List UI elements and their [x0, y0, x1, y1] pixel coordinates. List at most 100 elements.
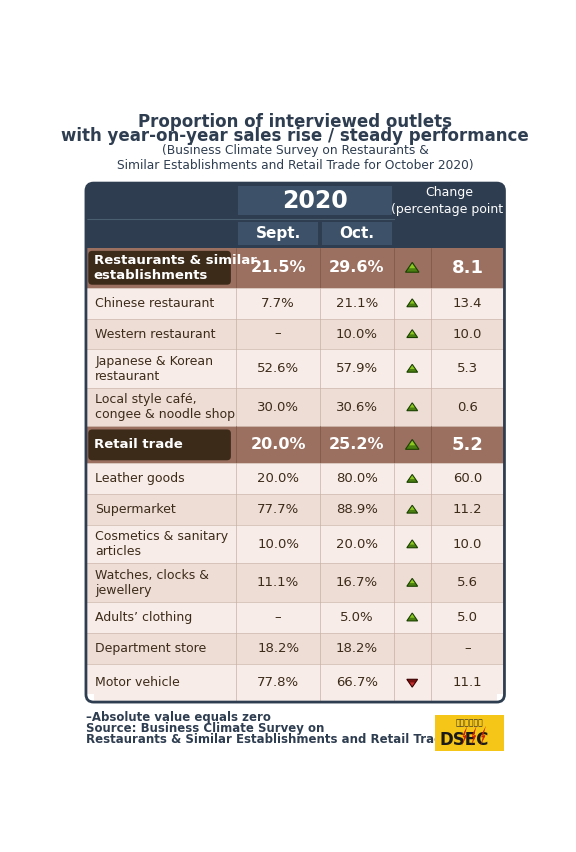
Polygon shape — [407, 365, 418, 372]
Bar — [86, 463, 505, 494]
Text: Leather goods: Leather goods — [95, 472, 185, 486]
Text: Adults’ clothing: Adults’ clothing — [95, 611, 192, 624]
Polygon shape — [410, 331, 415, 334]
Bar — [86, 388, 505, 426]
Polygon shape — [407, 403, 418, 411]
Text: 5.0: 5.0 — [457, 611, 478, 624]
Text: –Absolute value equals zero: –Absolute value equals zero — [86, 711, 271, 724]
Polygon shape — [407, 330, 418, 337]
Text: Source: Business Climate Survey on: Source: Business Climate Survey on — [86, 722, 324, 735]
Polygon shape — [410, 404, 415, 407]
Text: 10.0: 10.0 — [453, 538, 482, 550]
Text: –: – — [275, 327, 282, 341]
Text: 52.6%: 52.6% — [257, 362, 299, 375]
Polygon shape — [481, 729, 486, 745]
Polygon shape — [409, 264, 415, 268]
Text: Restaurants & Similar Establishments and Retail Trade: Restaurants & Similar Establishments and… — [86, 733, 450, 746]
Polygon shape — [410, 300, 415, 303]
Text: Watches, clocks &
jewellery: Watches, clocks & jewellery — [95, 569, 209, 596]
Text: Motor vehicle: Motor vehicle — [95, 676, 180, 689]
Bar — [86, 426, 505, 463]
Text: 30.0%: 30.0% — [257, 400, 299, 414]
Polygon shape — [463, 729, 467, 745]
Text: 10.0%: 10.0% — [336, 327, 378, 341]
Text: 18.2%: 18.2% — [257, 642, 299, 654]
Text: 5.6: 5.6 — [457, 576, 478, 590]
Text: 20.0%: 20.0% — [257, 472, 299, 486]
Polygon shape — [471, 726, 476, 746]
Text: 5.2: 5.2 — [452, 436, 484, 454]
Bar — [86, 494, 505, 525]
Bar — [238, 222, 319, 245]
Text: Retail trade: Retail trade — [94, 439, 183, 452]
Bar — [86, 288, 505, 319]
Text: 60.0: 60.0 — [453, 472, 482, 486]
Bar — [86, 664, 505, 702]
Bar — [86, 319, 505, 349]
Text: 20.0%: 20.0% — [336, 538, 378, 550]
Polygon shape — [410, 541, 415, 544]
Bar — [86, 525, 505, 563]
Text: Oct.: Oct. — [339, 226, 374, 240]
Text: 7.7%: 7.7% — [262, 296, 295, 310]
Text: 29.6%: 29.6% — [329, 261, 385, 275]
Text: with year-on-year sales rise / steady performance: with year-on-year sales rise / steady pe… — [61, 127, 529, 145]
Bar — [86, 349, 505, 388]
Bar — [86, 248, 505, 288]
Text: (Business Climate Survey on Restaurants &
Similar Establishments and Retail Trad: (Business Climate Survey on Restaurants … — [117, 144, 473, 172]
Polygon shape — [410, 506, 415, 510]
FancyBboxPatch shape — [88, 429, 231, 460]
Text: Japanese & Korean
restaurant: Japanese & Korean restaurant — [95, 354, 213, 383]
Bar — [86, 218, 505, 248]
Polygon shape — [407, 475, 418, 482]
Text: Chinese restaurant: Chinese restaurant — [95, 296, 214, 310]
Text: 18.2%: 18.2% — [336, 642, 378, 654]
Text: 21.1%: 21.1% — [336, 296, 378, 310]
Polygon shape — [407, 505, 418, 513]
Text: Cosmetics & sanitary
articles: Cosmetics & sanitary articles — [95, 530, 228, 558]
Text: 統計暨普查局: 統計暨普查局 — [456, 718, 483, 728]
Text: 25.2%: 25.2% — [329, 437, 385, 452]
Polygon shape — [407, 679, 418, 688]
Text: 77.8%: 77.8% — [257, 676, 299, 689]
Text: 5.0%: 5.0% — [340, 611, 374, 624]
Polygon shape — [409, 440, 415, 446]
Text: 13.4: 13.4 — [453, 296, 482, 310]
Bar — [497, 694, 505, 702]
Text: 30.6%: 30.6% — [336, 400, 378, 414]
Text: 2020: 2020 — [282, 189, 348, 213]
Text: 66.7%: 66.7% — [336, 676, 378, 689]
Text: DSEC: DSEC — [439, 731, 488, 749]
Text: 80.0%: 80.0% — [336, 472, 378, 486]
FancyBboxPatch shape — [86, 183, 505, 702]
Text: –: – — [464, 642, 471, 654]
Bar — [321, 222, 392, 245]
Polygon shape — [406, 440, 419, 449]
Text: 21.5%: 21.5% — [251, 261, 306, 275]
Text: 0.6: 0.6 — [457, 400, 478, 414]
Text: 11.1: 11.1 — [453, 676, 483, 689]
FancyBboxPatch shape — [88, 250, 231, 285]
Text: 5.3: 5.3 — [457, 362, 478, 375]
Text: Change
(percentage point): Change (percentage point) — [391, 186, 507, 216]
Text: 8.1: 8.1 — [452, 259, 484, 277]
Text: –: – — [275, 611, 282, 624]
Text: 57.9%: 57.9% — [336, 362, 378, 375]
Polygon shape — [407, 299, 418, 307]
Text: Restaurants & similar
establishments: Restaurants & similar establishments — [94, 254, 256, 282]
Bar — [86, 633, 505, 664]
Text: 88.9%: 88.9% — [336, 503, 378, 516]
Text: 77.7%: 77.7% — [257, 503, 300, 516]
Text: Proportion of interviewed outlets: Proportion of interviewed outlets — [138, 113, 452, 131]
Bar — [86, 563, 505, 602]
Text: Western restaurant: Western restaurant — [95, 327, 216, 341]
Polygon shape — [472, 729, 476, 745]
Text: Department store: Department store — [95, 642, 207, 654]
Bar — [86, 602, 505, 633]
Polygon shape — [410, 614, 415, 618]
Polygon shape — [410, 475, 415, 479]
Polygon shape — [410, 579, 415, 583]
Text: 16.7%: 16.7% — [336, 576, 378, 590]
Text: Local style café,
congee & noodle shop: Local style café, congee & noodle shop — [95, 393, 235, 421]
Bar — [86, 694, 94, 702]
